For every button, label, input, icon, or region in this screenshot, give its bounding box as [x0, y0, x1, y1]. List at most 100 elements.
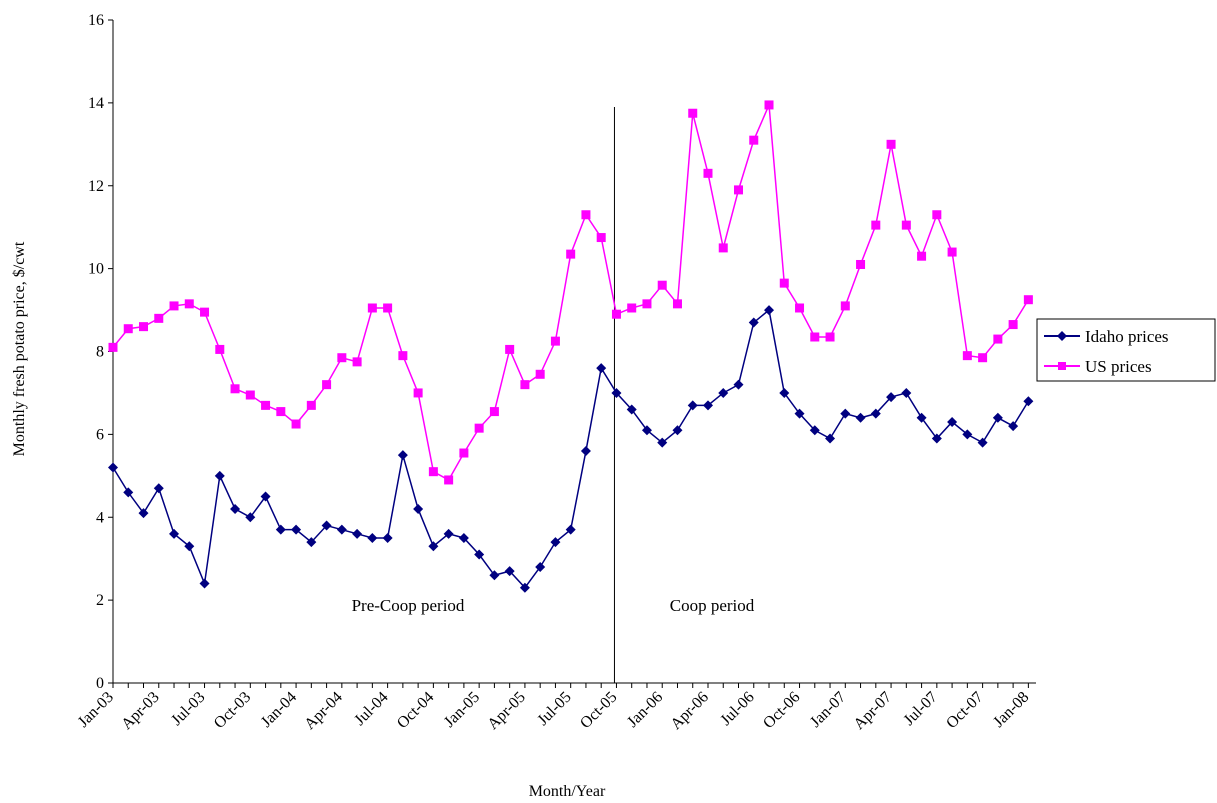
data-point — [901, 387, 912, 398]
data-point — [169, 528, 180, 539]
x-axis: Jan-03 Apr-03 Jul-03 Oct-03 Jan-04 Apr-04 Jul-… — [75, 682, 1036, 733]
data-point — [199, 578, 210, 589]
data-point — [993, 334, 1003, 344]
data-point — [520, 380, 530, 390]
x-tick-label: Oct-07 — [943, 689, 986, 732]
data-point — [840, 301, 850, 311]
data-point — [810, 332, 820, 342]
data-point — [1008, 320, 1018, 330]
x-tick-label: Jan-04 — [258, 689, 300, 731]
y-axis-title: Monthly fresh potato price, $/cwt — [11, 241, 28, 456]
data-point — [184, 541, 195, 552]
data-point — [749, 135, 759, 145]
data-point — [458, 532, 469, 543]
y-tick-label: 2 — [96, 592, 104, 609]
data-point — [809, 425, 820, 436]
data-point — [977, 437, 988, 448]
data-point — [398, 351, 408, 361]
coop-annotation: Coop period — [670, 596, 755, 615]
x-tick-label: Jul-03 — [168, 689, 208, 729]
data-point — [474, 423, 484, 433]
x-axis-title: Month/Year — [529, 783, 606, 800]
data-point — [154, 313, 164, 323]
x-tick-label: Apr-04 — [301, 689, 345, 733]
x-tick-label: Jan-08 — [990, 689, 1032, 731]
data-point — [642, 299, 652, 309]
data-point — [779, 278, 789, 288]
data-point — [245, 512, 256, 523]
data-point — [123, 324, 133, 334]
data-point — [367, 303, 377, 313]
data-point — [627, 303, 637, 313]
data-point — [367, 532, 378, 543]
data-point — [596, 233, 606, 243]
x-tick-label: Jul-07 — [901, 689, 941, 729]
data-point — [702, 400, 713, 411]
data-point — [504, 566, 515, 577]
data-point — [306, 537, 317, 548]
data-point — [932, 210, 942, 220]
data-point — [688, 108, 698, 118]
data-point — [230, 503, 241, 514]
data-point — [108, 462, 118, 473]
data-point — [535, 561, 546, 572]
x-tick-label: Jul-06 — [717, 689, 757, 729]
data-point — [978, 353, 988, 363]
data-point — [1023, 396, 1034, 407]
data-point — [214, 470, 225, 481]
data-point — [489, 570, 500, 581]
data-point — [641, 425, 652, 436]
data-point — [825, 332, 835, 342]
x-tick-label: Jan-07 — [807, 689, 849, 731]
data-point — [917, 251, 927, 261]
pre-coop-annotation: Pre-Coop period — [352, 596, 465, 615]
data-point — [382, 532, 393, 543]
data-point — [428, 467, 438, 477]
data-point — [962, 429, 973, 440]
data-point — [184, 299, 194, 309]
x-tick-label: Apr-05 — [484, 689, 528, 733]
data-point — [352, 528, 363, 539]
y-tick-label: 16 — [88, 12, 104, 29]
x-tick-label: Oct-05 — [577, 689, 620, 732]
data-point — [413, 503, 424, 514]
data-point — [901, 220, 911, 230]
data-point — [611, 309, 621, 319]
legend: Idaho prices US prices — [1036, 318, 1216, 382]
x-tick-label: Apr-03 — [118, 689, 162, 733]
data-point — [276, 407, 286, 417]
data-point — [931, 433, 942, 444]
x-tick-label: Oct-06 — [760, 689, 803, 732]
data-point — [855, 412, 866, 423]
series-us — [108, 100, 1033, 485]
data-point — [215, 344, 225, 354]
data-point — [1008, 421, 1019, 432]
data-point — [947, 247, 957, 257]
legend-label-idaho: Idaho prices — [1085, 327, 1169, 346]
data-point — [657, 437, 668, 448]
data-point — [306, 400, 316, 410]
data-point — [734, 185, 744, 195]
data-point — [718, 243, 728, 253]
x-tick-label: Jan-06 — [624, 689, 666, 731]
data-point — [169, 301, 179, 311]
data-point — [870, 408, 881, 419]
data-point — [856, 259, 866, 269]
data-point — [321, 520, 332, 531]
data-point — [245, 390, 255, 400]
data-point — [383, 303, 393, 313]
x-tick-label: Oct-04 — [394, 689, 437, 732]
data-point — [947, 416, 958, 427]
data-point — [1023, 295, 1033, 305]
y-tick-label: 8 — [96, 344, 104, 361]
data-point — [519, 582, 530, 593]
x-tick-label: Jan-05 — [441, 689, 483, 731]
x-tick-label: Jul-04 — [351, 689, 391, 729]
data-point — [397, 450, 408, 461]
data-point — [474, 549, 485, 560]
data-point — [489, 407, 499, 417]
data-point — [428, 541, 439, 552]
data-point — [413, 388, 423, 398]
data-point — [886, 139, 896, 149]
